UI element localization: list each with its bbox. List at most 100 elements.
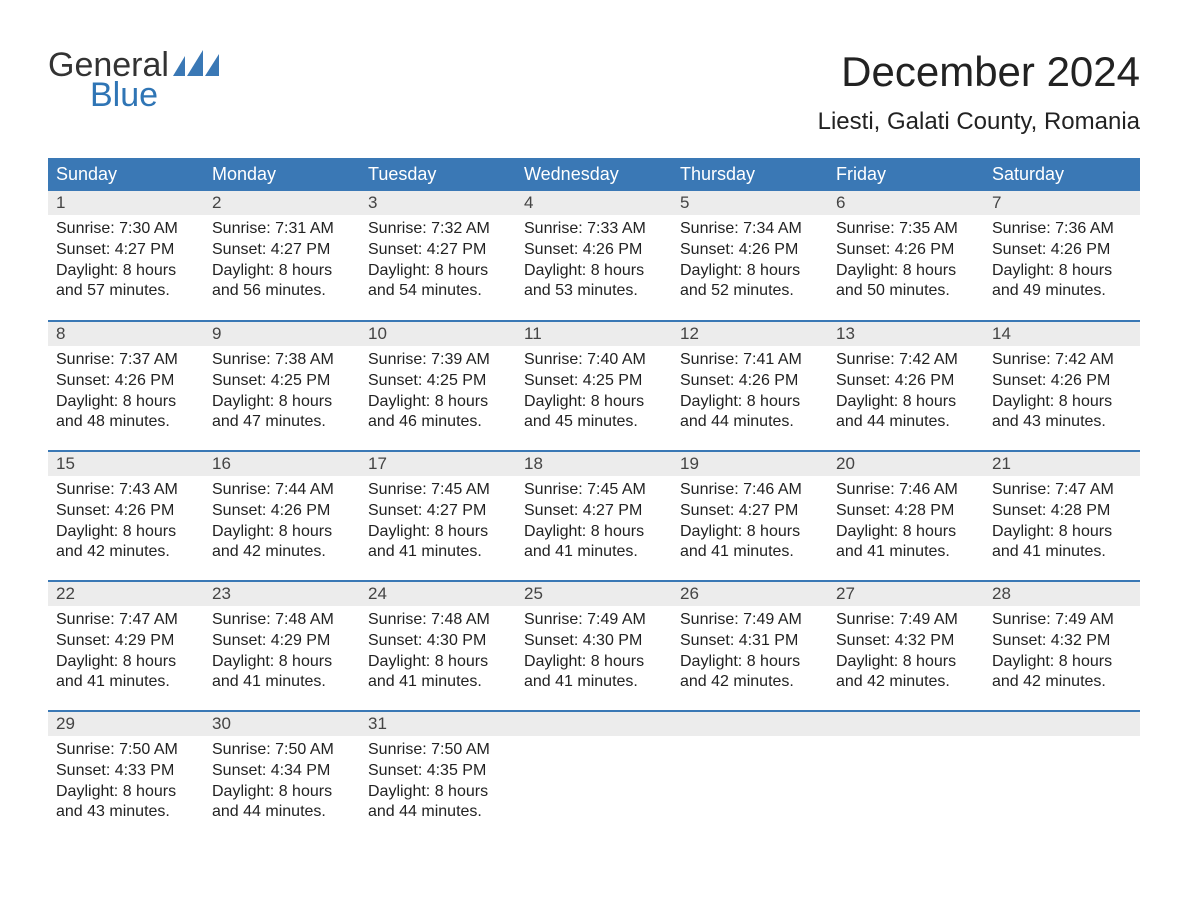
calendar-cell: [672, 711, 828, 841]
sunrise-line: Sunrise: 7:49 AM: [680, 610, 820, 631]
sunset-line: Sunset: 4:27 PM: [212, 240, 352, 261]
sunrise-line: Sunrise: 7:33 AM: [524, 219, 664, 240]
calendar-cell: 12Sunrise: 7:41 AMSunset: 4:26 PMDayligh…: [672, 321, 828, 451]
day-details: Sunrise: 7:42 AMSunset: 4:26 PMDaylight:…: [984, 346, 1140, 441]
sunset-line: Sunset: 4:26 PM: [836, 240, 976, 261]
sunrise-line: Sunrise: 7:49 AM: [524, 610, 664, 631]
sunset-line: Sunset: 4:25 PM: [524, 371, 664, 392]
calendar-cell: 19Sunrise: 7:46 AMSunset: 4:27 PMDayligh…: [672, 451, 828, 581]
calendar-cell: 22Sunrise: 7:47 AMSunset: 4:29 PMDayligh…: [48, 581, 204, 711]
sunrise-line: Sunrise: 7:47 AM: [56, 610, 196, 631]
day-details: Sunrise: 7:40 AMSunset: 4:25 PMDaylight:…: [516, 346, 672, 441]
day-details: Sunrise: 7:47 AMSunset: 4:29 PMDaylight:…: [48, 606, 204, 701]
day-number: 30: [204, 712, 360, 736]
calendar-cell: 6Sunrise: 7:35 AMSunset: 4:26 PMDaylight…: [828, 191, 984, 321]
calendar-cell: 24Sunrise: 7:48 AMSunset: 4:30 PMDayligh…: [360, 581, 516, 711]
calendar-cell: 20Sunrise: 7:46 AMSunset: 4:28 PMDayligh…: [828, 451, 984, 581]
calendar-cell: 15Sunrise: 7:43 AMSunset: 4:26 PMDayligh…: [48, 451, 204, 581]
daylight-line: Daylight: 8 hours and 53 minutes.: [524, 261, 664, 303]
day-details: Sunrise: 7:44 AMSunset: 4:26 PMDaylight:…: [204, 476, 360, 571]
day-details: Sunrise: 7:31 AMSunset: 4:27 PMDaylight:…: [204, 215, 360, 310]
flag-icon: [173, 50, 219, 81]
day-number: 12: [672, 322, 828, 346]
daylight-line: Daylight: 8 hours and 44 minutes.: [212, 782, 352, 824]
sunset-line: Sunset: 4:26 PM: [524, 240, 664, 261]
calendar-cell: 23Sunrise: 7:48 AMSunset: 4:29 PMDayligh…: [204, 581, 360, 711]
calendar-cell: 28Sunrise: 7:49 AMSunset: 4:32 PMDayligh…: [984, 581, 1140, 711]
sunrise-line: Sunrise: 7:32 AM: [368, 219, 508, 240]
calendar-cell: 13Sunrise: 7:42 AMSunset: 4:26 PMDayligh…: [828, 321, 984, 451]
sunset-line: Sunset: 4:27 PM: [368, 501, 508, 522]
daylight-line: Daylight: 8 hours and 45 minutes.: [524, 392, 664, 434]
sunrise-line: Sunrise: 7:38 AM: [212, 350, 352, 371]
sunrise-line: Sunrise: 7:34 AM: [680, 219, 820, 240]
col-thursday: Thursday: [672, 158, 828, 191]
daylight-line: Daylight: 8 hours and 44 minutes.: [680, 392, 820, 434]
day-number: 16: [204, 452, 360, 476]
day-number: 21: [984, 452, 1140, 476]
sunrise-line: Sunrise: 7:48 AM: [368, 610, 508, 631]
col-wednesday: Wednesday: [516, 158, 672, 191]
sunrise-line: Sunrise: 7:42 AM: [992, 350, 1132, 371]
day-details: Sunrise: 7:50 AMSunset: 4:33 PMDaylight:…: [48, 736, 204, 831]
day-number: 11: [516, 322, 672, 346]
calendar-week: 29Sunrise: 7:50 AMSunset: 4:33 PMDayligh…: [48, 711, 1140, 841]
col-tuesday: Tuesday: [360, 158, 516, 191]
daylight-line: Daylight: 8 hours and 43 minutes.: [992, 392, 1132, 434]
day-details: Sunrise: 7:48 AMSunset: 4:29 PMDaylight:…: [204, 606, 360, 701]
day-number: 31: [360, 712, 516, 736]
daylight-line: Daylight: 8 hours and 43 minutes.: [56, 782, 196, 824]
daylight-line: Daylight: 8 hours and 41 minutes.: [680, 522, 820, 564]
calendar-cell: 14Sunrise: 7:42 AMSunset: 4:26 PMDayligh…: [984, 321, 1140, 451]
sunset-line: Sunset: 4:26 PM: [56, 371, 196, 392]
day-details: Sunrise: 7:46 AMSunset: 4:27 PMDaylight:…: [672, 476, 828, 571]
daylight-line: Daylight: 8 hours and 42 minutes.: [836, 652, 976, 694]
sunrise-line: Sunrise: 7:46 AM: [836, 480, 976, 501]
daylight-line: Daylight: 8 hours and 41 minutes.: [992, 522, 1132, 564]
day-number: 2: [204, 191, 360, 215]
daylight-line: Daylight: 8 hours and 46 minutes.: [368, 392, 508, 434]
day-details: Sunrise: 7:49 AMSunset: 4:31 PMDaylight:…: [672, 606, 828, 701]
sunrise-line: Sunrise: 7:50 AM: [56, 740, 196, 761]
sunset-line: Sunset: 4:35 PM: [368, 761, 508, 782]
calendar-cell: 31Sunrise: 7:50 AMSunset: 4:35 PMDayligh…: [360, 711, 516, 841]
empty-day: [828, 712, 984, 736]
day-details: Sunrise: 7:39 AMSunset: 4:25 PMDaylight:…: [360, 346, 516, 441]
calendar-cell: 11Sunrise: 7:40 AMSunset: 4:25 PMDayligh…: [516, 321, 672, 451]
sunset-line: Sunset: 4:32 PM: [992, 631, 1132, 652]
col-friday: Friday: [828, 158, 984, 191]
daylight-line: Daylight: 8 hours and 50 minutes.: [836, 261, 976, 303]
daylight-line: Daylight: 8 hours and 49 minutes.: [992, 261, 1132, 303]
day-details: Sunrise: 7:47 AMSunset: 4:28 PMDaylight:…: [984, 476, 1140, 571]
calendar-cell: 30Sunrise: 7:50 AMSunset: 4:34 PMDayligh…: [204, 711, 360, 841]
calendar-week: 1Sunrise: 7:30 AMSunset: 4:27 PMDaylight…: [48, 191, 1140, 321]
daylight-line: Daylight: 8 hours and 48 minutes.: [56, 392, 196, 434]
sunrise-line: Sunrise: 7:46 AM: [680, 480, 820, 501]
day-number: 20: [828, 452, 984, 476]
sunrise-line: Sunrise: 7:49 AM: [836, 610, 976, 631]
calendar-cell: 9Sunrise: 7:38 AMSunset: 4:25 PMDaylight…: [204, 321, 360, 451]
page-title: December 2024: [818, 48, 1140, 96]
day-number: 7: [984, 191, 1140, 215]
sunset-line: Sunset: 4:26 PM: [992, 371, 1132, 392]
daylight-line: Daylight: 8 hours and 56 minutes.: [212, 261, 352, 303]
sunrise-line: Sunrise: 7:50 AM: [368, 740, 508, 761]
calendar-cell: 3Sunrise: 7:32 AMSunset: 4:27 PMDaylight…: [360, 191, 516, 321]
sunset-line: Sunset: 4:26 PM: [56, 501, 196, 522]
day-number: 28: [984, 582, 1140, 606]
daylight-line: Daylight: 8 hours and 42 minutes.: [680, 652, 820, 694]
calendar-cell: 26Sunrise: 7:49 AMSunset: 4:31 PMDayligh…: [672, 581, 828, 711]
calendar-cell: 25Sunrise: 7:49 AMSunset: 4:30 PMDayligh…: [516, 581, 672, 711]
daylight-line: Daylight: 8 hours and 41 minutes.: [524, 522, 664, 564]
sunset-line: Sunset: 4:26 PM: [992, 240, 1132, 261]
daylight-line: Daylight: 8 hours and 41 minutes.: [368, 652, 508, 694]
sunrise-line: Sunrise: 7:45 AM: [368, 480, 508, 501]
day-number: 15: [48, 452, 204, 476]
day-details: Sunrise: 7:48 AMSunset: 4:30 PMDaylight:…: [360, 606, 516, 701]
calendar-cell: 27Sunrise: 7:49 AMSunset: 4:32 PMDayligh…: [828, 581, 984, 711]
daylight-line: Daylight: 8 hours and 47 minutes.: [212, 392, 352, 434]
daylight-line: Daylight: 8 hours and 52 minutes.: [680, 261, 820, 303]
daylight-line: Daylight: 8 hours and 41 minutes.: [524, 652, 664, 694]
sunset-line: Sunset: 4:30 PM: [524, 631, 664, 652]
day-number: 8: [48, 322, 204, 346]
